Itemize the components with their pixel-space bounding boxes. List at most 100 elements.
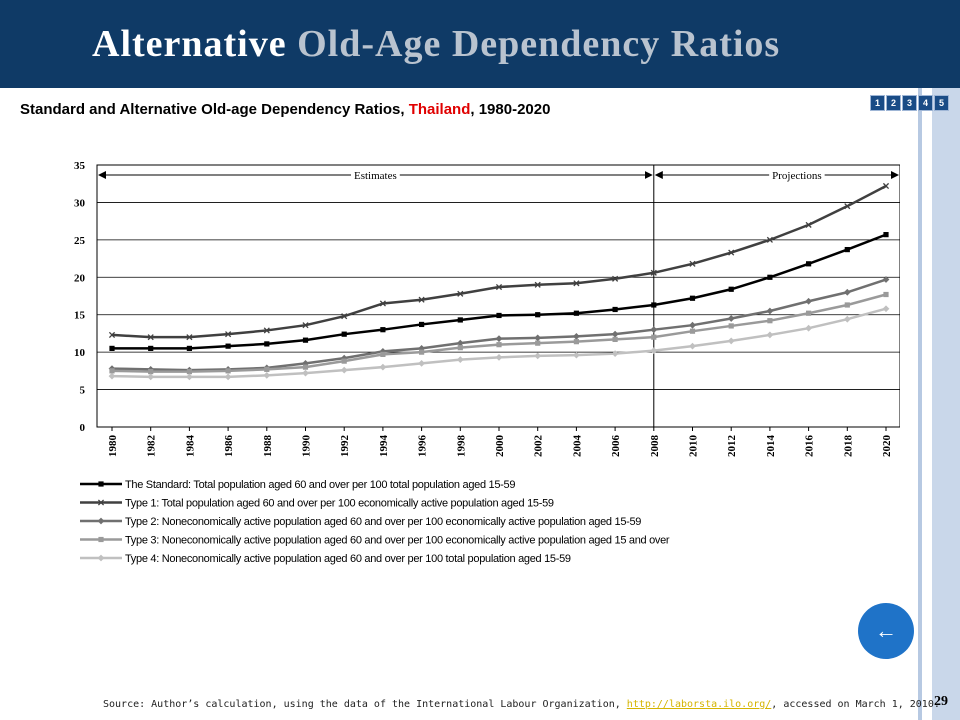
annotation: Estimates	[354, 170, 397, 182]
marker	[882, 305, 890, 313]
marker	[882, 182, 890, 190]
x-tick-label: 2008	[649, 435, 661, 458]
marker	[727, 337, 735, 345]
marker	[573, 310, 579, 316]
back-button[interactable]: ←	[858, 603, 914, 659]
y-tick-label: 30	[74, 197, 86, 209]
subtitle: Standard and Alternative Old-age Depende…	[20, 101, 550, 118]
marker	[147, 373, 155, 381]
x-tick-label: 2012	[726, 435, 738, 458]
marker	[650, 347, 658, 355]
marker	[225, 343, 231, 349]
marker	[535, 312, 541, 318]
marker	[843, 315, 851, 323]
source-text: , accessed on March 1, 2010.	[771, 699, 940, 710]
marker	[340, 366, 348, 374]
plot-frame	[96, 164, 900, 428]
chart: 0 5 10 15 20 25 30 35 1980 1982 1984 1986 1988 1990 19…	[74, 160, 900, 565]
legend-label: Type 3: Noneconomically active populatio…	[125, 535, 670, 547]
marker	[766, 331, 774, 339]
marker	[419, 321, 425, 328]
marker	[534, 334, 542, 342]
marker	[495, 335, 503, 343]
marker	[573, 280, 580, 287]
x-tick-label: 2010	[688, 435, 700, 458]
nav-tab[interactable]: 2	[886, 95, 901, 111]
marker	[457, 345, 463, 351]
x-tick-label: 2014	[765, 435, 777, 458]
x-tick-label: 2016	[804, 435, 816, 458]
side-stripe	[918, 88, 922, 720]
marker	[109, 345, 115, 351]
x-tick-label: 2006	[610, 435, 622, 458]
marker	[108, 331, 116, 338]
marker	[806, 261, 812, 267]
x-tick-label: 2004	[571, 435, 583, 458]
marker	[109, 368, 115, 374]
x-tick-label: 2018	[842, 435, 854, 458]
marker	[263, 371, 271, 379]
marker	[418, 359, 425, 367]
marker	[148, 369, 154, 375]
x-tick-label: 1986	[223, 435, 235, 458]
x-tick-label: 1982	[146, 435, 158, 458]
marker	[186, 373, 193, 381]
marker	[844, 203, 851, 210]
nav-tab[interactable]: 5	[934, 95, 949, 111]
marker	[844, 302, 850, 308]
marker	[302, 322, 309, 329]
marker	[341, 358, 347, 364]
marker	[728, 323, 734, 329]
legend-label: Type 2: Noneconomically active populatio…	[125, 516, 641, 528]
marker	[496, 312, 502, 319]
x-tick-label: 2002	[533, 435, 545, 458]
side-stripe	[932, 88, 960, 720]
marker	[302, 364, 309, 370]
marker	[689, 342, 696, 350]
marker	[264, 341, 270, 347]
marker	[650, 326, 658, 334]
y-tick-label: 10	[74, 347, 86, 359]
x-tick-label: 1992	[339, 435, 351, 458]
subtitle-text: Standard and Alternative Old-age Depende…	[20, 101, 409, 118]
nav-tab[interactable]: 3	[902, 95, 917, 111]
y-tick-label: 0	[80, 422, 86, 434]
marker	[496, 342, 502, 348]
marker	[419, 349, 425, 355]
series-line	[112, 233, 887, 350]
marker	[766, 236, 773, 243]
source-link[interactable]: http://laborsta.ilo.org/	[626, 699, 772, 710]
marker	[224, 373, 232, 381]
subtitle-country: Thailand	[408, 101, 471, 118]
x-tick-label: 1990	[301, 435, 313, 458]
annotation-bg	[351, 170, 400, 182]
marker	[573, 333, 580, 340]
marker	[418, 296, 425, 303]
marker	[147, 334, 154, 341]
page-number: 29	[934, 694, 948, 709]
marker	[225, 331, 232, 338]
marker	[457, 290, 464, 297]
marker	[380, 351, 386, 357]
marker	[727, 315, 735, 322]
marker	[573, 339, 579, 345]
marker	[379, 300, 386, 307]
title: Alternative Old-Age Dependency Ratios	[92, 22, 780, 66]
marker	[611, 350, 619, 358]
marker	[650, 269, 657, 276]
legend-marker	[98, 481, 104, 487]
source-text: Source: Author’s calculation, using the …	[103, 699, 621, 710]
marker	[767, 274, 773, 280]
nav-tab[interactable]: 1	[870, 95, 885, 111]
marker	[535, 340, 541, 346]
x-tick-label: 1980	[107, 435, 119, 458]
marker	[805, 221, 812, 228]
header: Alternative Old-Age Dependency Ratios	[0, 0, 960, 88]
marker	[882, 276, 890, 283]
nav-tab[interactable]: 4	[918, 95, 933, 111]
legend-label: The Standard: Total population aged 60 a…	[125, 479, 515, 491]
marker	[612, 336, 618, 343]
y-tick-label: 20	[74, 272, 86, 284]
y-tick-label: 25	[74, 235, 86, 247]
marker	[767, 318, 773, 324]
